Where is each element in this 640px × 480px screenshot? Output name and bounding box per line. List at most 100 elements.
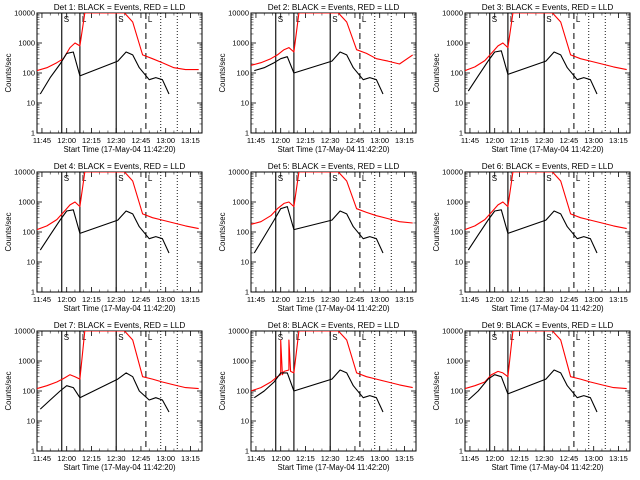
x-axis-label: Start Time (17-May-04 11:42:20) <box>491 304 603 313</box>
panel-det-9: Det 9: BLACK = Events, RED = LLD 1 10 100 10… <box>432 321 631 472</box>
y-tick-label: 1000 <box>232 198 249 207</box>
y-tick-label: 1 <box>31 447 35 456</box>
panel-det-5: Det 5: BLACK = Events, RED = LLD 1 10 100 10… <box>218 162 417 313</box>
x-tick-label: 13:00 <box>584 136 603 145</box>
x-tick-label: 12:45 <box>132 454 151 463</box>
marker-label: S <box>546 333 551 342</box>
y-tick-label: 1000 <box>18 357 35 366</box>
x-tick-label: 12:45 <box>560 454 579 463</box>
x-tick-label: 12:00 <box>57 295 76 304</box>
marker-label: L <box>148 333 153 342</box>
marker-label: S <box>118 174 123 183</box>
x-tick-label: 11:45 <box>461 136 479 145</box>
x-tick-label: 12:45 <box>132 295 151 304</box>
x-tick-label: 13:15 <box>181 454 200 463</box>
series-events-line <box>467 50 598 95</box>
marker-label: L <box>362 333 367 342</box>
marker-label: L <box>576 333 581 342</box>
x-tick-label: 12:00 <box>485 136 504 145</box>
x-tick-label: 11:45 <box>33 295 51 304</box>
time-markers <box>61 13 178 133</box>
series-events-line <box>253 206 384 254</box>
y-tick-label: 1000 <box>446 39 463 48</box>
x-tick-label: 11:45 <box>33 454 51 463</box>
y-tick-label: 10000 <box>228 9 249 18</box>
y-tick-label: 10000 <box>442 9 463 18</box>
marker-label: S <box>492 174 497 183</box>
x-tick-label: 12:45 <box>346 295 365 304</box>
y-tick-label: 10 <box>27 258 35 267</box>
panel-title: Det 7: BLACK = Events, RED = LLD <box>54 321 186 330</box>
series-group <box>465 13 627 95</box>
panel-title: Det 3: BLACK = Events, RED = LLD <box>482 3 614 12</box>
panel-title: Det 2: BLACK = Events, RED = LLD <box>268 3 400 12</box>
y-tick-label: 1 <box>31 129 35 138</box>
series-lld-line <box>37 172 199 231</box>
x-tick-label: 12:00 <box>271 295 290 304</box>
x-tick-label: 13:00 <box>156 295 175 304</box>
x-tick-label: 12:15 <box>510 454 529 463</box>
panel-det-6: Det 6: BLACK = Events, RED = LLD 1 10 100 10… <box>432 162 631 313</box>
y-tick-label: 100 <box>236 387 249 396</box>
marker-label: S <box>332 174 337 183</box>
y-tick-label: 1 <box>245 288 249 297</box>
time-markers <box>275 13 392 133</box>
panel-det-7: Det 7: BLACK = Events, RED = LLD 1 10 100 10… <box>4 321 203 472</box>
time-markers <box>61 172 178 292</box>
y-tick-label: 100 <box>236 228 249 237</box>
x-tick-label: 12:15 <box>296 295 315 304</box>
panel-det-1: Det 1: BLACK = Events, RED = LLD 1 10 100 10… <box>4 3 203 154</box>
y-tick-label: 10 <box>241 99 249 108</box>
x-tick-label: 12:45 <box>560 295 579 304</box>
y-tick-label: 10 <box>27 417 35 426</box>
marker-label: L <box>362 174 367 183</box>
y-tick-label: 1000 <box>18 198 35 207</box>
panel-det-2: Det 2: BLACK = Events, RED = LLD 1 10 100 10… <box>218 3 417 154</box>
panel-title: Det 8: BLACK = Events, RED = LLD <box>268 321 400 330</box>
x-tick-label: 12:00 <box>485 295 504 304</box>
y-tick-label: 10000 <box>14 327 35 336</box>
x-tick-label: 13:00 <box>584 454 603 463</box>
y-tick-label: 100 <box>22 69 35 78</box>
series-lld-line <box>465 331 627 390</box>
x-tick-label: 13:00 <box>156 454 175 463</box>
series-group <box>37 172 199 254</box>
x-tick-label: 11:45 <box>247 454 265 463</box>
x-tick-label: 12:00 <box>57 136 76 145</box>
marker-label: S <box>64 333 69 342</box>
x-tick-label: 13:15 <box>395 295 414 304</box>
x-tick-label: 12:00 <box>485 454 504 463</box>
x-tick-label: 13:00 <box>370 295 389 304</box>
time-markers <box>275 331 392 451</box>
x-tick-label: 12:30 <box>321 295 340 304</box>
y-axis-label: Counts/sec <box>218 212 227 251</box>
x-tick-label: 12:00 <box>57 454 76 463</box>
x-tick-label: 12:30 <box>535 454 554 463</box>
y-tick-label: 1 <box>459 447 463 456</box>
x-axis-label: Start Time (17-May-04 11:42:20) <box>63 463 175 472</box>
y-tick-label: 10000 <box>228 168 249 177</box>
series-events-line <box>39 209 170 254</box>
y-tick-label: 1000 <box>18 39 35 48</box>
y-tick-label: 1000 <box>446 357 463 366</box>
y-axis-label: Counts/sec <box>432 53 441 92</box>
y-axis-label: Counts/sec <box>218 53 227 92</box>
marker-label: L <box>576 15 581 24</box>
x-tick-label: 12:00 <box>271 136 290 145</box>
x-tick-label: 12:30 <box>107 295 126 304</box>
y-tick-label: 100 <box>22 387 35 396</box>
marker-label: S <box>118 15 123 24</box>
y-tick-label: 1 <box>459 129 463 138</box>
y-tick-label: 10 <box>455 99 463 108</box>
time-markers <box>489 331 606 451</box>
x-axis-label: Start Time (17-May-04 11:42:20) <box>491 463 603 472</box>
marker-label: L <box>148 15 153 24</box>
marker-label: S <box>278 174 283 183</box>
x-tick-label: 12:30 <box>107 136 126 145</box>
panel-title: Det 6: BLACK = Events, RED = LLD <box>482 162 614 171</box>
x-tick-label: 12:00 <box>271 454 290 463</box>
x-tick-label: 11:45 <box>33 136 51 145</box>
y-tick-label: 10 <box>455 417 463 426</box>
series-group <box>251 13 414 95</box>
marker-label: S <box>492 15 497 24</box>
